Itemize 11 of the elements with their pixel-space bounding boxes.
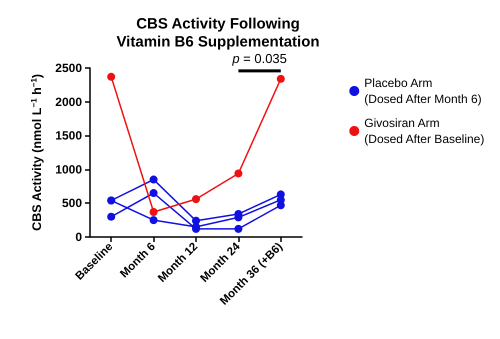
y-tick-label: 2000 — [55, 94, 82, 109]
y-tick-label: 500 — [62, 196, 82, 210]
y-tick-label: 1500 — [55, 128, 82, 143]
y-tick-label: 1000 — [55, 162, 82, 176]
annotation: p = 0.035 — [231, 50, 287, 66]
chart-title: CBS Activity Following Vitamin B6 Supplementation — [116, 16, 320, 50]
legend-label: Placebo Arm (Dosed After Month 6) — [364, 76, 482, 106]
y-axis-title: CBS Activity (nmol L−1 h−1) — [30, 74, 44, 231]
y-tick-label: 0 — [75, 230, 82, 244]
y-tick-label: 2500 — [55, 61, 82, 75]
legend-label: Givosiran Arm (Dosed After Baseline) — [364, 116, 484, 146]
